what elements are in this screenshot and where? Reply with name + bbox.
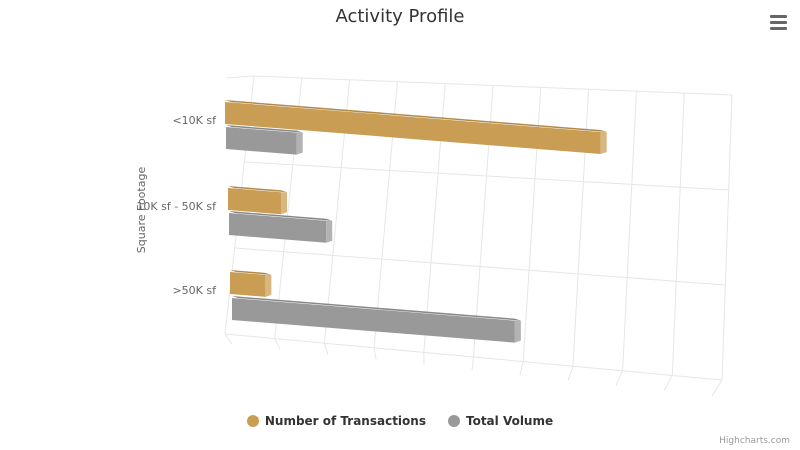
bar-end [600, 132, 607, 155]
bar-front [226, 127, 297, 155]
bars [225, 100, 607, 343]
legend-label: Number of Transactions [264, 414, 426, 428]
bar-end [296, 132, 303, 155]
gridline [225, 75, 255, 79]
category-label: >50K sf [172, 284, 217, 297]
floor-tick [471, 356, 474, 371]
floor-tick [663, 375, 673, 392]
bar-end [326, 220, 333, 243]
bar-end [514, 320, 521, 343]
floor-tick [711, 379, 723, 397]
floor-tick [323, 343, 329, 355]
gridline [721, 94, 733, 381]
gridline [671, 93, 685, 376]
hamburger-menu-icon [770, 15, 787, 18]
gridline [234, 247, 726, 286]
bar-top [226, 125, 303, 133]
grid [224, 75, 733, 397]
bar [225, 100, 607, 155]
bar-end [265, 274, 272, 297]
legend-item-transactions[interactable]: Number of Transactions [246, 414, 426, 428]
bar-front [229, 213, 327, 243]
bar-front [230, 272, 266, 297]
bar-end [281, 192, 288, 215]
bar-top [230, 270, 272, 275]
chart-title: Activity Profile [335, 6, 465, 27]
floor-tick [373, 347, 377, 360]
floor-tick [615, 370, 624, 386]
floor-tick [224, 333, 233, 345]
category-labels: <10K sf 10K sf - 50K sf >50K sf [136, 114, 217, 297]
x-axis-title: Square Footage [135, 167, 148, 254]
bar-top [225, 100, 607, 133]
bar-front [228, 188, 282, 215]
legend-label: Total Volume [465, 414, 554, 428]
context-menu-button[interactable] [768, 12, 790, 32]
legend: Number of Transactions Total Volume [0, 414, 800, 428]
floor-tick [567, 366, 574, 381]
floor-tick [519, 361, 524, 376]
credits-link[interactable]: Highcharts.com [719, 436, 790, 446]
category-label: 10K sf - 50K sf [136, 200, 217, 213]
category-label: <10K sf [172, 114, 217, 127]
bar-front [232, 298, 515, 343]
legend-symbol [246, 415, 259, 427]
bar [230, 270, 272, 297]
bar-top [229, 211, 333, 221]
bar [228, 186, 288, 215]
gridline [253, 75, 733, 96]
bar [226, 125, 303, 155]
bar [229, 211, 333, 243]
bar [232, 296, 521, 343]
legend-symbol [447, 415, 460, 427]
bar-top [232, 296, 521, 321]
gridline [622, 91, 637, 371]
legend-item-total-volume[interactable]: Total Volume [447, 414, 554, 428]
bar-top [228, 186, 288, 193]
gridline [244, 161, 729, 191]
bar-front [225, 102, 601, 155]
floor-tick [274, 338, 281, 350]
